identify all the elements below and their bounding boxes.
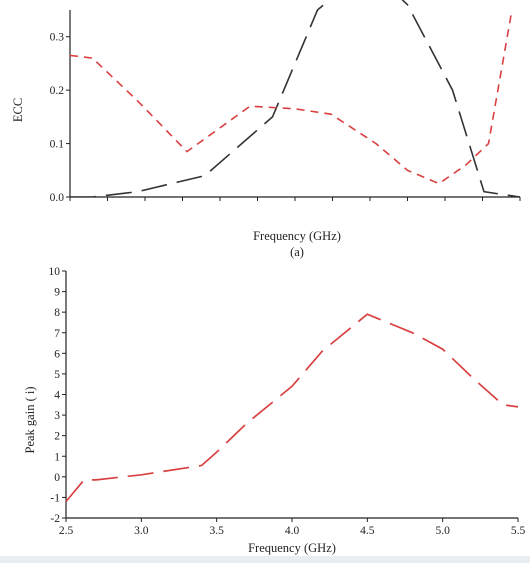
peak-gain-chart: -2 -1 0 1 2 3 4 5 6 7 8 9 10 2.5 3.0 3.5 4.0 4.5 5.0 5.5 P… xyxy=(23,266,525,555)
gain-y-tick-label: -1 xyxy=(50,492,60,504)
gain-y-tick-label: 9 xyxy=(54,287,60,299)
gain-y-tick-label: 10 xyxy=(49,266,61,278)
gain-y-tick-label: 2 xyxy=(54,431,60,443)
gain-x-tick-label: 4.0 xyxy=(285,525,300,537)
ecc-caption: (a) xyxy=(290,245,304,259)
gain-y-tick-label: -2 xyxy=(50,513,60,525)
ecc-series-line-1 xyxy=(70,0,521,197)
gain-y-tick-label: 3 xyxy=(54,410,60,422)
gain-y-tick-label: 7 xyxy=(54,328,60,340)
ecc-x-axis-label: Frequency (GHz) xyxy=(253,229,341,243)
gain-y-tick-label: 8 xyxy=(54,307,60,319)
gain-x-axis-label: Frequency (GHz) xyxy=(248,541,336,555)
gain-x-tick-label: 5.0 xyxy=(435,525,450,537)
gain-y-tick-label: 1 xyxy=(54,451,60,463)
gain-x-tick-label: 2.5 xyxy=(59,525,74,537)
ecc-y-tick-label: 0.3 xyxy=(50,32,65,44)
gain-y-tick-label: 0 xyxy=(54,472,60,484)
gain-y-tick-label: 5 xyxy=(54,369,60,381)
gain-y-tick-label: 4 xyxy=(54,390,60,402)
ecc-chart: 0.0 0.1 0.2 0.3 ECC Frequency (GHz) (a) xyxy=(11,0,521,259)
ecc-y-tick-label: 0.0 xyxy=(50,192,65,204)
gain-x-tick-label: 3.5 xyxy=(209,525,224,537)
gain-y-axis-label: Peak gain ( i) xyxy=(23,387,37,454)
ecc-series-line-2 xyxy=(70,15,512,185)
ecc-y-tick-label: 0.2 xyxy=(50,85,65,97)
bottom-strip xyxy=(0,556,530,563)
gain-y-tick-label: 6 xyxy=(54,348,60,360)
gain-x-tick-label: 3.0 xyxy=(134,525,149,537)
ecc-y-axis-label: ECC xyxy=(11,98,25,122)
ecc-y-tick-label: 0.1 xyxy=(50,139,65,151)
gain-series-line-1 xyxy=(65,313,519,503)
gain-x-tick-label: 5.5 xyxy=(511,525,526,537)
gain-x-tick-label: 4.5 xyxy=(360,525,375,537)
